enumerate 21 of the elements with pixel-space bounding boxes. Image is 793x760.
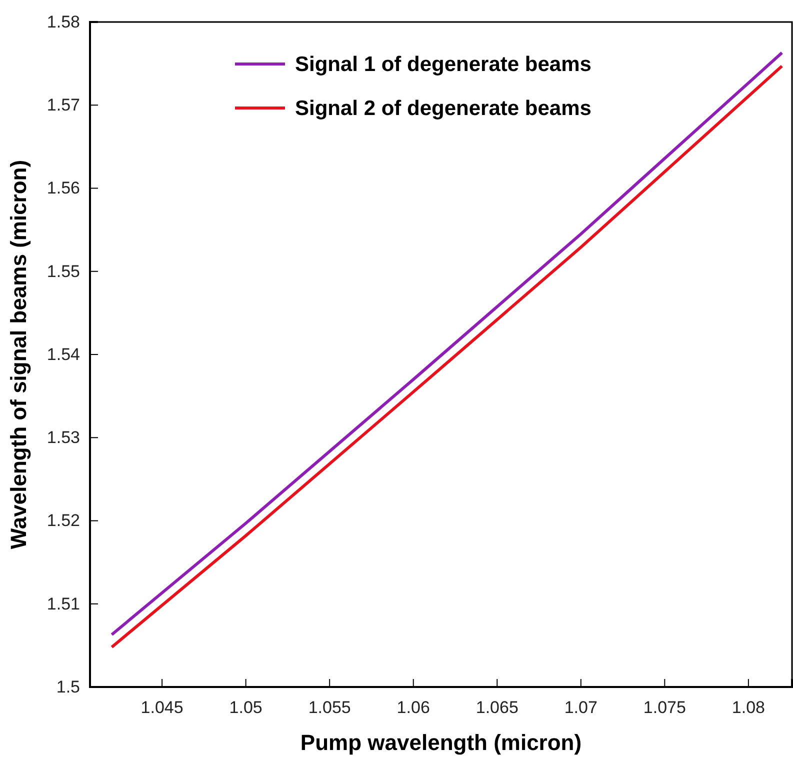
legend-label: Signal 2 of degenerate beams <box>295 97 592 120</box>
x-axis-title: Pump wavelength (micron) <box>300 730 582 755</box>
y-tick-label: 1.52 <box>46 511 80 530</box>
x-tick-label: 1.055 <box>308 698 351 718</box>
y-tick-label: 1.5 <box>56 677 80 696</box>
y-tick-label: 1.56 <box>46 178 80 198</box>
x-tick-label: 1.08 <box>732 698 765 718</box>
y-tick-label: 1.55 <box>46 262 80 281</box>
y-tick-label: 1.53 <box>46 428 80 448</box>
y-tick-label: 1.57 <box>46 96 80 115</box>
y-axis-title: Wavelength of signal beams (micron) <box>6 160 31 550</box>
legend-label: Signal 1 of degenerate beams <box>295 53 592 76</box>
x-tick-label: 1.045 <box>140 698 184 718</box>
y-tick-label: 1.58 <box>46 12 80 32</box>
x-tick-label: 1.05 <box>229 698 262 718</box>
x-tick-label: 1.075 <box>643 698 686 718</box>
x-tick-label: 1.07 <box>564 698 598 718</box>
y-tick-label: 1.54 <box>46 344 80 364</box>
x-tick-label: 1.06 <box>396 698 430 718</box>
x-tick-label: 1.065 <box>476 698 518 718</box>
y-tick-label: 1.51 <box>46 594 80 614</box>
